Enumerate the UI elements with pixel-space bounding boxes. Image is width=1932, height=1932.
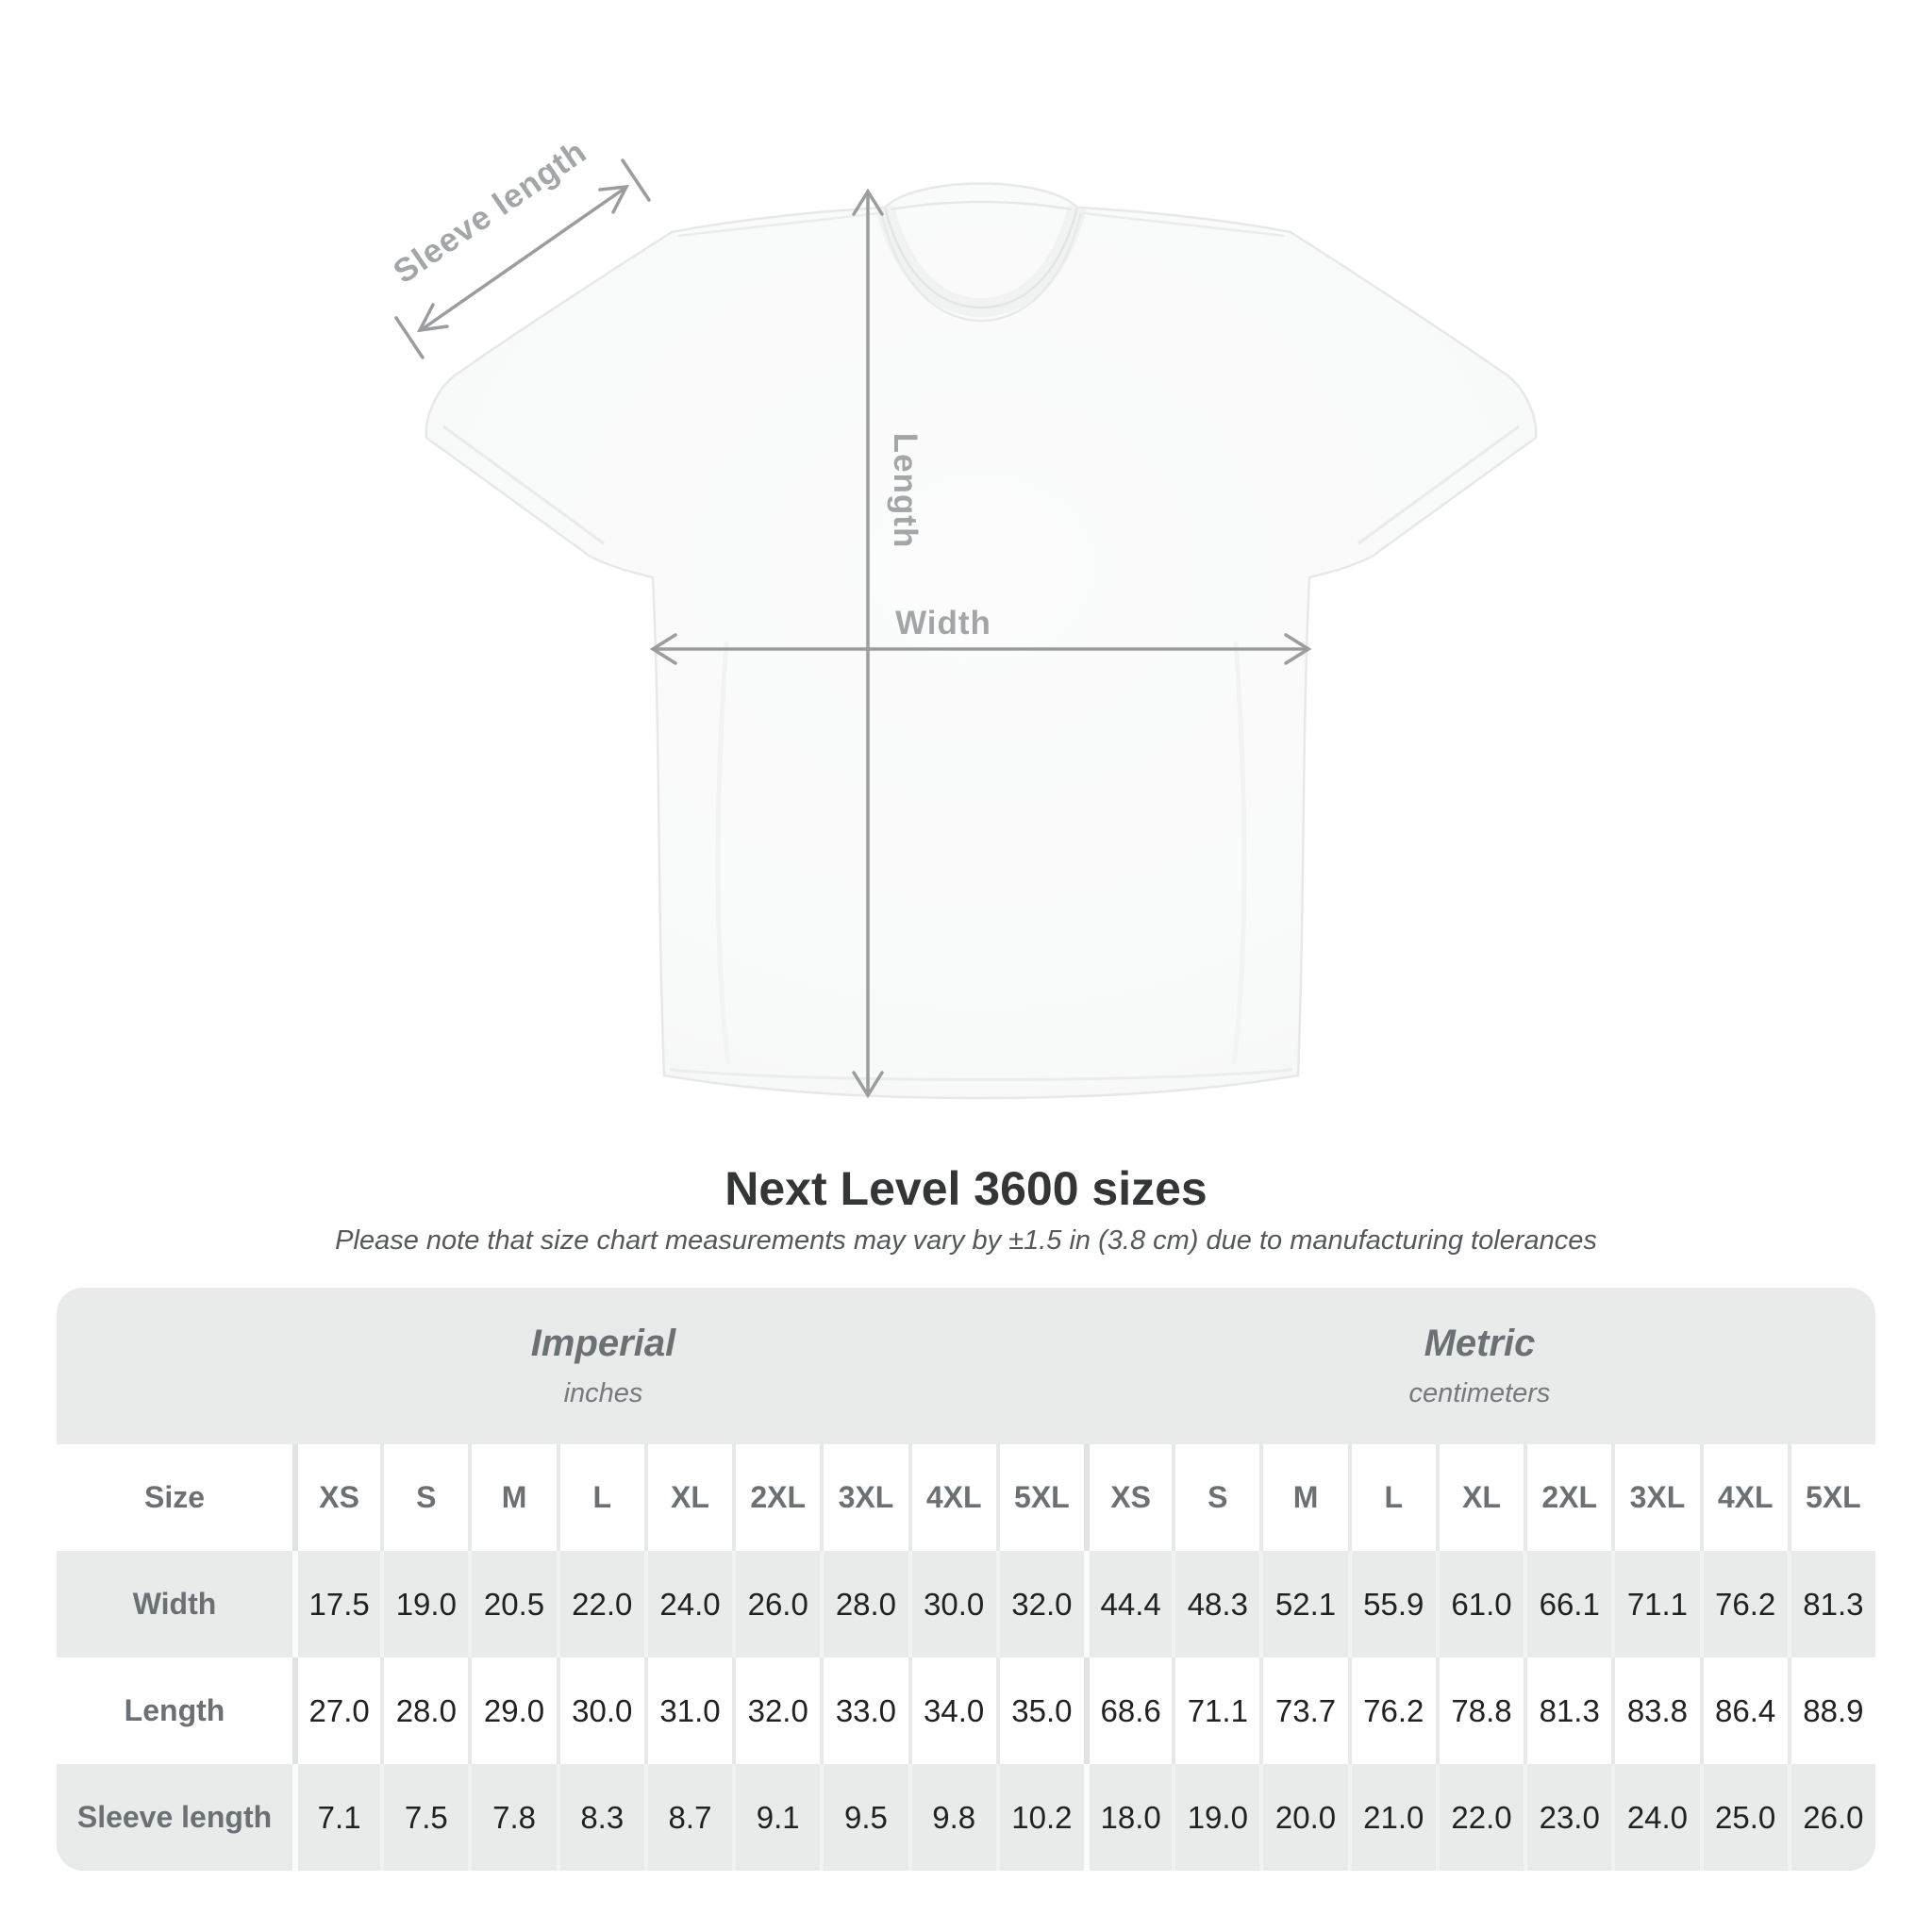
value-cell: 17.5: [292, 1551, 380, 1657]
width-arrow: [649, 633, 1312, 665]
value-cell: 8.3: [556, 1764, 644, 1871]
sleeve-length-arrow: [394, 158, 651, 359]
size-col-header: 2XL: [732, 1444, 821, 1551]
value-cell: 32.0: [732, 1657, 821, 1764]
value-cell: 9.8: [908, 1764, 996, 1871]
value-cell: 33.0: [820, 1657, 908, 1764]
value-cell: 24.0: [1611, 1764, 1699, 1871]
value-cell: 73.7: [1259, 1657, 1348, 1764]
value-cell: 7.5: [380, 1764, 468, 1871]
value-cell: 21.0: [1347, 1764, 1436, 1871]
page-subtitle: Please note that size chart measurements…: [335, 1225, 1597, 1256]
value-cell: 22.0: [556, 1551, 644, 1657]
size-col-header: M: [1259, 1444, 1348, 1551]
value-cell: 19.0: [380, 1551, 468, 1657]
size-col-header: S: [380, 1444, 469, 1551]
unit-group-imperial: Imperial inches: [57, 1288, 1084, 1444]
value-cell: 81.3: [1787, 1551, 1875, 1657]
value-cell: 7.1: [292, 1764, 380, 1871]
value-cell: 30.0: [556, 1657, 644, 1764]
size-col-header: 2XL: [1524, 1444, 1612, 1551]
value-cell: 78.8: [1435, 1657, 1524, 1764]
value-cell: 25.0: [1699, 1764, 1788, 1871]
tshirt-diagram: Sleeve length Length Width: [387, 133, 1538, 1100]
value-cell: 66.1: [1524, 1551, 1611, 1657]
value-cell: 55.9: [1347, 1551, 1436, 1657]
value-cell: 19.0: [1172, 1764, 1259, 1871]
size-col-header: XL: [1435, 1444, 1524, 1551]
size-col-header: L: [556, 1444, 644, 1551]
value-cell: 61.0: [1435, 1551, 1524, 1657]
value-cell: 32.0: [995, 1551, 1084, 1657]
size-col-header: XL: [643, 1444, 733, 1551]
size-col-header: 3XL: [820, 1444, 908, 1551]
width-label: Width: [895, 605, 991, 641]
row-label: Sleeve length: [76, 1800, 273, 1834]
unit-group-name: Metric: [1424, 1323, 1536, 1364]
value-cell: 26.0: [1787, 1764, 1875, 1871]
length-arrow: [852, 188, 884, 1099]
size-col-header: S: [1172, 1444, 1260, 1551]
value-cell: 20.5: [468, 1551, 556, 1657]
size-col-header: M: [468, 1444, 557, 1551]
value-cell: 26.0: [732, 1551, 820, 1657]
value-cell: 83.8: [1611, 1657, 1700, 1764]
value-cell: 24.0: [643, 1551, 732, 1657]
value-cell: 31.0: [643, 1657, 733, 1764]
row-label: Width: [132, 1587, 217, 1621]
size-corner-label: Size: [57, 1444, 292, 1551]
size-col-header: 3XL: [1611, 1444, 1700, 1551]
row-label: Length: [57, 1657, 292, 1764]
unit-group-unit: centimeters: [1408, 1378, 1551, 1408]
size-col-header: 4XL: [1699, 1444, 1788, 1551]
value-cell: 27.0: [292, 1657, 381, 1764]
value-cell: 34.0: [908, 1657, 996, 1764]
value-cell: 8.7: [643, 1764, 732, 1871]
size-col-header: 5XL: [995, 1444, 1084, 1551]
unit-group-name: Imperial: [530, 1323, 676, 1364]
value-cell: 28.0: [820, 1551, 908, 1657]
value-cell: 29.0: [468, 1657, 557, 1764]
sleeve-length-label: Sleeve length: [387, 133, 593, 291]
length-label: Length: [887, 433, 924, 549]
value-cell: 76.2: [1699, 1551, 1788, 1657]
value-cell: 9.1: [732, 1764, 820, 1871]
value-cell: 9.5: [820, 1764, 908, 1871]
value-cell: 18.0: [1083, 1764, 1172, 1871]
value-cell: 71.1: [1611, 1551, 1699, 1657]
value-cell: 23.0: [1524, 1764, 1611, 1871]
unit-group-metric: Metric centimeters: [1084, 1288, 1875, 1444]
value-cell: 71.1: [1172, 1657, 1260, 1764]
value-cell: 28.0: [380, 1657, 469, 1764]
value-cell: 44.4: [1083, 1551, 1172, 1657]
value-cell: 30.0: [908, 1551, 996, 1657]
value-cell: 10.2: [995, 1764, 1084, 1871]
size-col-header: XS: [292, 1444, 381, 1551]
tshirt-graphic: [425, 182, 1538, 1100]
size-col-header: 5XL: [1787, 1444, 1875, 1551]
size-col-header: 4XL: [908, 1444, 996, 1551]
size-col-header: XS: [1083, 1444, 1173, 1551]
value-cell: 88.9: [1787, 1657, 1875, 1764]
size-col-header: L: [1347, 1444, 1436, 1551]
unit-group-unit: inches: [563, 1378, 643, 1408]
value-cell: 35.0: [995, 1657, 1084, 1764]
value-cell: 7.8: [468, 1764, 556, 1871]
value-cell: 52.1: [1259, 1551, 1347, 1657]
value-cell: 48.3: [1172, 1551, 1259, 1657]
value-cell: 20.0: [1259, 1764, 1347, 1871]
value-cell: 22.0: [1435, 1764, 1524, 1871]
size-chart-table: Imperial inches Metric centimeters Size X…: [57, 1288, 1875, 1871]
value-cell: 86.4: [1699, 1657, 1788, 1764]
page-title: Next Level 3600 sizes: [724, 1162, 1208, 1215]
value-cell: 68.6: [1083, 1657, 1173, 1764]
value-cell: 81.3: [1524, 1657, 1612, 1764]
value-cell: 76.2: [1347, 1657, 1436, 1764]
